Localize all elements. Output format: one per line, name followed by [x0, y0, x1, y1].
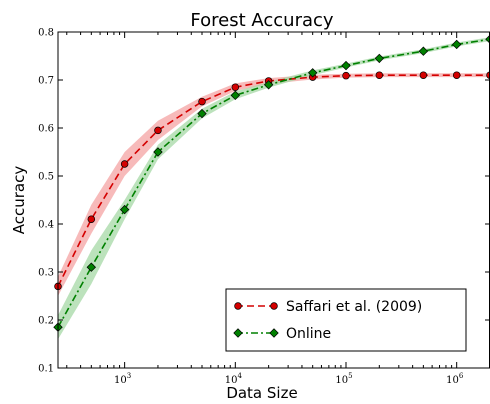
- y-tick-label: 0.2: [38, 316, 54, 327]
- data-point-online: [307, 68, 318, 78]
- data-point-online: [86, 262, 97, 272]
- confidence-bands: [58, 37, 490, 340]
- data-point-online: [374, 53, 385, 64]
- x-tick-exponent: 6: [459, 372, 464, 380]
- legend-marker-1: [269, 328, 279, 338]
- x-tick-base: 10: [225, 375, 238, 386]
- legend-box: [225, 288, 467, 352]
- x-tick-label: 104: [225, 372, 243, 386]
- chart-title: Forest Accuracy: [190, 10, 333, 31]
- y-tick-label: 0.1: [38, 364, 54, 375]
- data-point-saffari: [87, 215, 96, 223]
- data-point-online: [230, 90, 241, 101]
- y-tick-label: 0.4: [38, 220, 54, 231]
- y-tick-label: 0.8: [38, 28, 54, 39]
- y-tick-label: 0.3: [38, 268, 54, 279]
- x-tick-exponent: 5: [348, 372, 352, 380]
- data-point-online: [341, 60, 351, 71]
- data-point-saffari: [419, 71, 428, 79]
- legend-label-1: Online: [286, 326, 331, 342]
- y-tick-label: 0.6: [38, 124, 54, 135]
- data-point-saffari: [154, 126, 162, 135]
- x-tick-label: 105: [335, 372, 352, 386]
- x-tick-exponent: 3: [127, 372, 131, 380]
- data-point-online: [119, 204, 130, 215]
- data-point-saffari: [198, 97, 206, 106]
- x-tick-base: 10: [446, 375, 459, 386]
- legend-marker-1: [233, 328, 243, 338]
- legend-label-0: Saffari et al. (2009): [286, 299, 422, 315]
- y-axis-label: Accuracy: [10, 166, 28, 235]
- x-tick-base: 10: [335, 375, 348, 386]
- data-point-online: [418, 46, 429, 56]
- data-point-saffari: [375, 71, 384, 79]
- x-tick-label: 106: [446, 372, 464, 386]
- data-point-online: [263, 80, 274, 90]
- data-point-saffari: [231, 83, 240, 91]
- data-point-online: [451, 39, 462, 50]
- data-point-online: [197, 108, 207, 119]
- legend: Saffari et al. (2009) Online: [225, 288, 467, 352]
- data-point-saffari: [120, 160, 129, 168]
- x-axis-label: Data Size: [226, 384, 297, 402]
- x-tick-base: 10: [114, 375, 127, 386]
- legend-marker-0: [270, 302, 278, 310]
- band-0: [58, 73, 490, 296]
- data-point-online: [485, 34, 490, 44]
- y-tick-label: 0.5: [38, 172, 54, 183]
- x-tick-label: 103: [114, 372, 131, 386]
- y-tick-label: 0.7: [38, 76, 54, 87]
- data-point-saffari: [452, 71, 461, 79]
- data-point-saffari: [342, 71, 350, 80]
- data-point-online: [153, 147, 163, 157]
- legend-marker-0: [234, 302, 242, 310]
- x-tick-exponent: 4: [237, 372, 242, 380]
